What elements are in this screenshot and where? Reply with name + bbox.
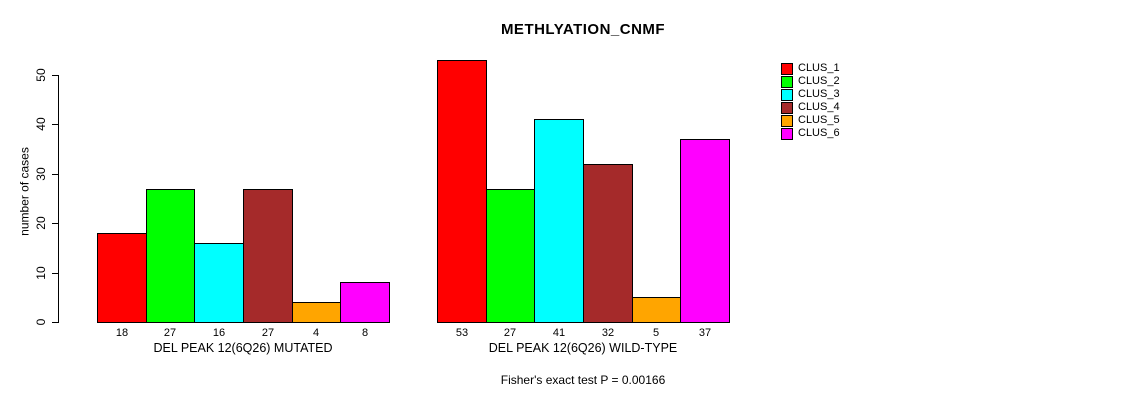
bar-value-label: 41 <box>552 327 566 339</box>
bar-clus_3 <box>534 119 584 323</box>
legend-item-clus_1: CLUS_1 <box>781 62 840 75</box>
legend-swatch-icon <box>781 101 793 114</box>
bar-value-label: 53 <box>455 327 469 339</box>
chart-title: METHLYATION_CNMF <box>500 21 666 38</box>
y-tick-label: 30 <box>34 167 48 181</box>
bar-clus_4 <box>583 164 633 323</box>
group-label: DEL PEAK 12(6Q26) WILD-TYPE <box>488 341 678 355</box>
legend-swatch-icon <box>781 88 793 101</box>
legend-item-clus_5: CLUS_5 <box>781 114 840 127</box>
bar-clus_4 <box>243 189 293 323</box>
legend-swatch-icon <box>781 114 793 127</box>
legend-item-clus_2: CLUS_2 <box>781 75 840 88</box>
footnote-fisher-test: Fisher's exact test P = 0.00166 <box>500 373 666 387</box>
legend-label: CLUS_3 <box>798 88 840 100</box>
legend-label: CLUS_6 <box>798 127 840 139</box>
bar-clus_6 <box>680 139 730 323</box>
bar-clus_3 <box>194 243 244 323</box>
legend-item-clus_4: CLUS_4 <box>781 101 840 114</box>
bar-value-label: 18 <box>115 327 129 339</box>
bar-value-label: 32 <box>601 327 615 339</box>
bar-clus_6 <box>340 282 390 323</box>
legend-label: CLUS_1 <box>798 62 840 74</box>
legend-label: CLUS_4 <box>798 101 840 113</box>
y-tick-mark <box>52 223 58 224</box>
bar-value-label: 27 <box>503 327 517 339</box>
y-axis-line <box>58 75 59 323</box>
y-tick-mark <box>52 75 58 76</box>
group-label: DEL PEAK 12(6Q26) MUTATED <box>153 341 333 355</box>
y-tick-label: 40 <box>34 117 48 131</box>
bar-clus_5 <box>632 297 681 323</box>
bar-clus_1 <box>437 60 487 323</box>
legend-item-clus_6: CLUS_6 <box>781 127 840 140</box>
bar-value-label: 5 <box>652 327 660 339</box>
bar-clus_2 <box>486 189 535 323</box>
legend-swatch-icon <box>781 127 793 140</box>
bar-clus_5 <box>292 302 341 323</box>
legend-item-clus_3: CLUS_3 <box>781 88 840 101</box>
y-tick-label: 10 <box>34 266 48 280</box>
bar-value-label: 27 <box>163 327 177 339</box>
legend-label: CLUS_2 <box>798 75 840 87</box>
y-tick-mark <box>52 322 58 323</box>
bar-value-label: 4 <box>312 327 320 339</box>
bar-clus_1 <box>97 233 147 323</box>
y-tick-label: 0 <box>34 318 48 326</box>
y-axis-label: number of cases <box>17 147 32 236</box>
y-tick-mark <box>52 273 58 274</box>
bar-value-label: 8 <box>361 327 369 339</box>
legend-label: CLUS_5 <box>798 114 840 126</box>
legend: CLUS_1 CLUS_2 CLUS_3 CLUS_4 CLUS_5 CLUS_6 <box>781 62 840 140</box>
legend-swatch-icon <box>781 75 793 88</box>
y-tick-label: 50 <box>34 68 48 82</box>
bar-value-label: 16 <box>212 327 226 339</box>
legend-swatch-icon <box>781 62 793 75</box>
y-tick-mark <box>52 174 58 175</box>
bar-value-label: 27 <box>261 327 275 339</box>
y-tick-mark <box>52 124 58 125</box>
y-tick-label: 20 <box>34 216 48 230</box>
bar-clus_2 <box>146 189 195 323</box>
bar-value-label: 37 <box>698 327 712 339</box>
